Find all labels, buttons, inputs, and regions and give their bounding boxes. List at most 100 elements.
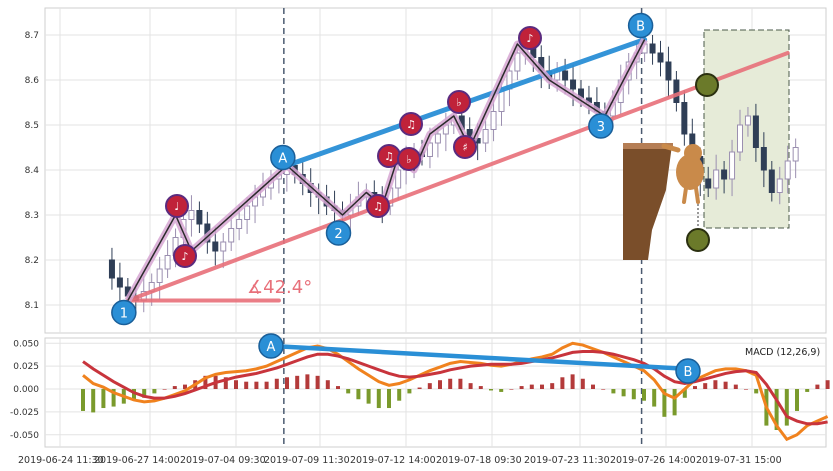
macd-trendline [269, 343, 691, 372]
music-note-glyph: ♩ [174, 200, 179, 213]
price-tick-label: 8.3 [25, 211, 39, 221]
music-note-icon [173, 244, 197, 268]
candle-body [721, 169, 728, 180]
macd-hist-bar [427, 383, 432, 389]
music-note-glyph: ♫ [406, 118, 416, 131]
macd-hist-bar [458, 378, 463, 389]
macd-hist-bar [295, 375, 300, 389]
macd-hist-bar [438, 380, 442, 389]
wave-badge [627, 12, 654, 39]
music-note-icon [397, 147, 421, 171]
macd-hist-bar [325, 380, 330, 389]
macd-hist-bar [183, 384, 187, 389]
candle-body [776, 178, 783, 193]
macd-hist-bar [336, 386, 340, 389]
candle-body [681, 102, 688, 135]
macd-hist-bar [376, 389, 381, 409]
candle-body [792, 147, 799, 162]
candle-body [395, 169, 402, 189]
macd-tick-label: -0.025 [10, 408, 39, 418]
macd-hist-bar [672, 389, 677, 416]
macd-hist-bar [815, 384, 820, 389]
macd-hist-bar [662, 389, 667, 417]
x-tick-label: 2019-07-31 15:00 [696, 455, 782, 466]
candle-body [434, 133, 441, 144]
macd-hist-bar [397, 389, 402, 401]
macd-hist-bar [203, 375, 208, 389]
music-note-icon [165, 194, 189, 218]
macd-hist-bar [356, 389, 361, 400]
dog-body [676, 154, 704, 190]
macd-dea-line [82, 349, 828, 426]
x-tick-label: 2019-07-04 09:30 [180, 455, 266, 466]
macd-hist-bar [580, 378, 585, 389]
macd-hist-bar [172, 386, 177, 389]
candle-body [744, 115, 751, 126]
music-note-icon [366, 194, 390, 218]
price-y-axis: 8.1 8.2 8.3 8.4 8.5 8.6 8.7 [25, 31, 40, 311]
macd-hist-bar [631, 389, 636, 400]
candle-body [156, 268, 163, 283]
candle-body [752, 115, 759, 148]
macd-hist-bar [570, 374, 575, 389]
macd-hist-bar [703, 383, 708, 389]
macd-hist-bar [682, 389, 687, 398]
macd-hist-bar [601, 389, 606, 390]
macd-hist-bar [611, 389, 616, 394]
macd-hist-bar [652, 389, 657, 407]
macd-hist-bar [478, 386, 483, 389]
macd-hist-bar [315, 375, 320, 389]
x-tick-label: 2019-07-23 11:30 [524, 455, 610, 466]
highlight-box [703, 29, 790, 229]
wave-badge-label: 2 [334, 227, 342, 242]
macd-legend: MACD (12,26,9) [745, 347, 820, 358]
dog-arm [661, 143, 681, 153]
music-note-glyph: ♭ [456, 96, 461, 109]
macd-dif-line [82, 341, 829, 442]
macd-hist-bar [101, 389, 106, 409]
music-note-icon [518, 26, 542, 50]
macd-hist-bar [111, 389, 116, 407]
macd-hist-bar [825, 380, 830, 389]
macd-hist-bar [509, 389, 514, 390]
macd-hist-bar [305, 374, 310, 389]
projection-box [703, 29, 790, 229]
macd-hist-bar [642, 389, 646, 401]
macd-hist-bar [81, 389, 85, 411]
candle-body [426, 142, 433, 157]
wave-badge [588, 113, 614, 139]
wave-badge [111, 299, 137, 326]
macd-hist-bar [91, 389, 96, 413]
macd-tick-label: -0.050 [10, 431, 39, 441]
candle-body [673, 79, 680, 103]
candle-body [196, 210, 203, 225]
macd-hist-bar [591, 384, 595, 389]
music-note-icon [453, 135, 477, 159]
macd-tick-label: 0.050 [13, 339, 39, 349]
macd-hist-bar [448, 378, 453, 389]
macd-hist-bar [285, 377, 289, 389]
cliff-top [623, 143, 673, 149]
candle-body [220, 241, 227, 252]
macd-hist-bar [244, 381, 249, 389]
wave-badge-label: B [636, 20, 645, 35]
music-note-glyph: ♯ [462, 141, 467, 154]
macd-tick-label: 0.025 [13, 362, 39, 372]
x-tick-label: 2019-07-26 14:00 [610, 455, 696, 466]
vertical-markers [283, 8, 643, 447]
candle-body [657, 52, 664, 63]
candle-body [228, 228, 235, 243]
cliff-shape [623, 145, 672, 260]
candle-body [768, 169, 775, 193]
candle-body [164, 255, 171, 270]
macd-hist-bar [407, 389, 412, 394]
price-trendline [125, 51, 790, 303]
price-tick-label: 8.5 [25, 121, 39, 131]
macd-hist-bar [805, 389, 810, 392]
music-note-glyph: ♪ [181, 250, 188, 263]
x-tick-label: 2019-06-24 11:30 [18, 455, 104, 466]
wave-badges: 1 A 2 B 3 A B ♩ ♪ ♫ ♫ ♭ ♫ ♭ ♯ ♪ [111, 12, 719, 384]
